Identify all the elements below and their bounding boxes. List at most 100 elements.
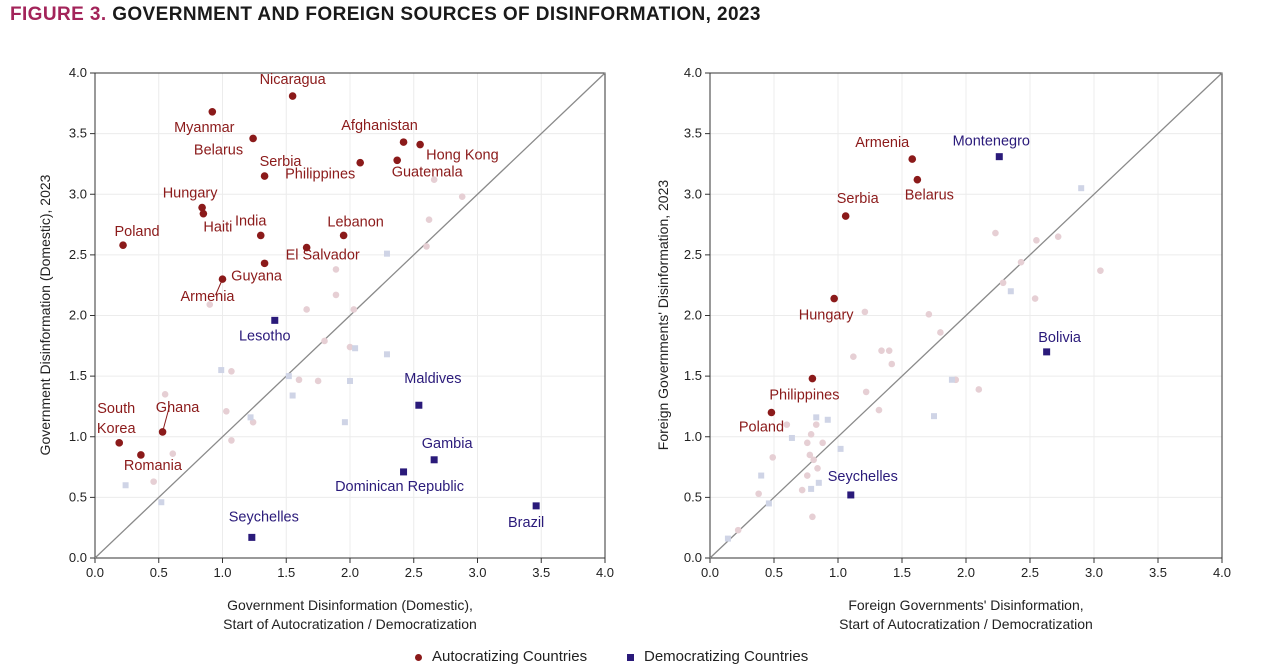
left-bg-point-3 bbox=[423, 243, 430, 250]
left-xtick-label: 3.0 bbox=[468, 565, 486, 580]
left-bg-point-5 bbox=[332, 291, 340, 299]
left-bg-point-18 bbox=[169, 450, 177, 458]
right-ytick-label: 1.0 bbox=[684, 429, 702, 444]
left-bg-point-11 bbox=[295, 376, 303, 384]
left-label-serbia: Serbia bbox=[260, 154, 303, 170]
right-point-poland bbox=[767, 408, 776, 417]
right-bg-point-27 bbox=[803, 472, 811, 479]
left-point-el-salvador bbox=[302, 243, 311, 252]
figure-title: FIGURE 3. GOVERNMENT AND FOREIGN SOURCES… bbox=[10, 4, 761, 26]
left-bg-point-2 bbox=[425, 216, 433, 224]
right-bg-square-4 bbox=[813, 414, 820, 421]
left-label-guatemala: Guatemala bbox=[392, 164, 464, 180]
left-bg-point-0 bbox=[458, 193, 466, 200]
right-xtick-label: 3.0 bbox=[1085, 565, 1103, 580]
left-point-guyana bbox=[260, 259, 269, 268]
left-label-el-salvador: El Salvador bbox=[286, 248, 360, 264]
right-bg-point-6 bbox=[1031, 295, 1039, 302]
right-bg-square-11 bbox=[765, 500, 772, 507]
left-bg-square-9 bbox=[122, 482, 129, 489]
scatter-charts: 0.0 0.5 1.0 1.5 2.0 2.5 3.0 3.5 4.0 0.0 0.5 1.0 1.5 2… bbox=[37, 65, 1231, 632]
right-point-philippines bbox=[808, 374, 817, 383]
left-label-nicaragua: Nicaragua bbox=[260, 72, 327, 88]
left-x-axis-label: Government Disinformation (Domestic), bbox=[227, 597, 473, 613]
right-bg-point-13 bbox=[888, 360, 896, 368]
left-ytick-label: 1.5 bbox=[69, 368, 87, 383]
right-bg-point-31 bbox=[734, 526, 742, 534]
left-bg-point-17 bbox=[228, 437, 235, 444]
left-label-philippines: Philippines bbox=[285, 167, 355, 183]
right-bg-square-7 bbox=[837, 445, 844, 452]
right-bg-square-9 bbox=[815, 479, 822, 486]
right-bg-square-0 bbox=[1078, 185, 1085, 192]
left-bg-point-7 bbox=[303, 306, 310, 313]
right-label-hungary: Hungary bbox=[799, 308, 855, 324]
right-bg-point-10 bbox=[850, 353, 857, 361]
right-bg-point-1 bbox=[1033, 237, 1040, 244]
left-label-gambia: Gambia bbox=[422, 436, 474, 452]
left-point-myanmar bbox=[208, 108, 217, 116]
right-label-montenegro: Montenegro bbox=[953, 134, 1030, 150]
left-ytick-label: 1.0 bbox=[69, 429, 87, 444]
left-label-haiti: Haiti bbox=[203, 220, 232, 236]
left-point-ghana bbox=[158, 428, 167, 436]
left-bg-point-1 bbox=[430, 176, 438, 183]
left-xtick-label: 0.5 bbox=[150, 565, 168, 580]
right-bg-square-6 bbox=[788, 434, 795, 441]
legend-autocratizing-label: Autocratizing Countries bbox=[432, 648, 588, 665]
right-xtick-label: 4.0 bbox=[1213, 565, 1231, 580]
left-label-hong-kong: Hong Kong bbox=[426, 148, 499, 164]
left-bg-square-0 bbox=[383, 250, 390, 257]
left-bg-point-14 bbox=[161, 391, 169, 398]
right-point-belarus bbox=[913, 175, 922, 184]
left-label-guyana: Guyana bbox=[231, 268, 283, 284]
right-bg-square-5 bbox=[824, 416, 831, 423]
left-bg-point-16 bbox=[249, 418, 257, 426]
left-xtick-label: 1.5 bbox=[277, 565, 295, 580]
legend-democratizing: Democratizing Countries bbox=[627, 648, 808, 665]
left-bg-point-6 bbox=[350, 306, 358, 313]
right-label-philippines: Philippines bbox=[769, 388, 839, 404]
right-square-seychelles bbox=[847, 491, 855, 499]
left-label-myanmar: Myanmar bbox=[174, 120, 235, 136]
right-xtick-label: 1.0 bbox=[829, 565, 847, 580]
right-label-bolivia: Bolivia bbox=[1038, 330, 1082, 346]
left-xtick-label: 0.0 bbox=[86, 565, 104, 580]
left-label-south-korea: South bbox=[97, 401, 135, 417]
left-xtick-label: 4.0 bbox=[596, 565, 614, 580]
right-bg-square-8 bbox=[758, 472, 765, 479]
left-leader-armenia bbox=[215, 278, 223, 296]
right-bg-point-20 bbox=[812, 421, 820, 428]
left-bg-point-12 bbox=[314, 377, 322, 385]
left-y-axis-label: Government Disinformation (Domestic), 20… bbox=[37, 174, 53, 455]
right-bg-point-18 bbox=[783, 421, 791, 428]
left-bg-point-8 bbox=[206, 301, 214, 308]
right-bg-point-0 bbox=[992, 229, 999, 237]
left-bg-square-5 bbox=[289, 392, 296, 399]
right-label-armenia: Armenia bbox=[855, 135, 910, 151]
left-point-poland bbox=[119, 241, 127, 249]
left-label-romania: Romania bbox=[124, 458, 183, 474]
right-square-montenegro bbox=[995, 153, 1003, 161]
left-ytick-label: 3.0 bbox=[69, 186, 87, 201]
left-xtick-label: 2.5 bbox=[405, 565, 423, 580]
right-point-hungary bbox=[830, 294, 838, 303]
left-label-seychelles: Seychelles bbox=[229, 509, 299, 525]
left-bg-square-10 bbox=[158, 499, 165, 506]
right-bg-point-14 bbox=[862, 388, 870, 396]
left-bg-square-6 bbox=[218, 367, 225, 374]
left-square-gambia bbox=[430, 456, 438, 464]
figure-title-text: GOVERNMENT AND FOREIGN SOURCES OF DISINF… bbox=[112, 4, 761, 25]
right-ytick-label: 2.0 bbox=[684, 308, 702, 323]
left-point-south-korea bbox=[115, 439, 124, 447]
left-bg-square-7 bbox=[247, 414, 254, 421]
left-bg-square-1 bbox=[352, 345, 359, 352]
right-bg-point-30 bbox=[809, 513, 816, 521]
right-bg-point-12 bbox=[885, 347, 893, 354]
left-label-afghanistan: Afghanistan bbox=[341, 118, 418, 134]
left-x-axis-label: Start of Autocratization / Democratizati… bbox=[223, 616, 477, 632]
right-ytick-label: 0.0 bbox=[684, 550, 702, 565]
right-ytick-label: 3.5 bbox=[684, 126, 702, 141]
left-label-poland: Poland bbox=[114, 224, 159, 240]
left-ytick-label: 0.0 bbox=[69, 550, 87, 565]
